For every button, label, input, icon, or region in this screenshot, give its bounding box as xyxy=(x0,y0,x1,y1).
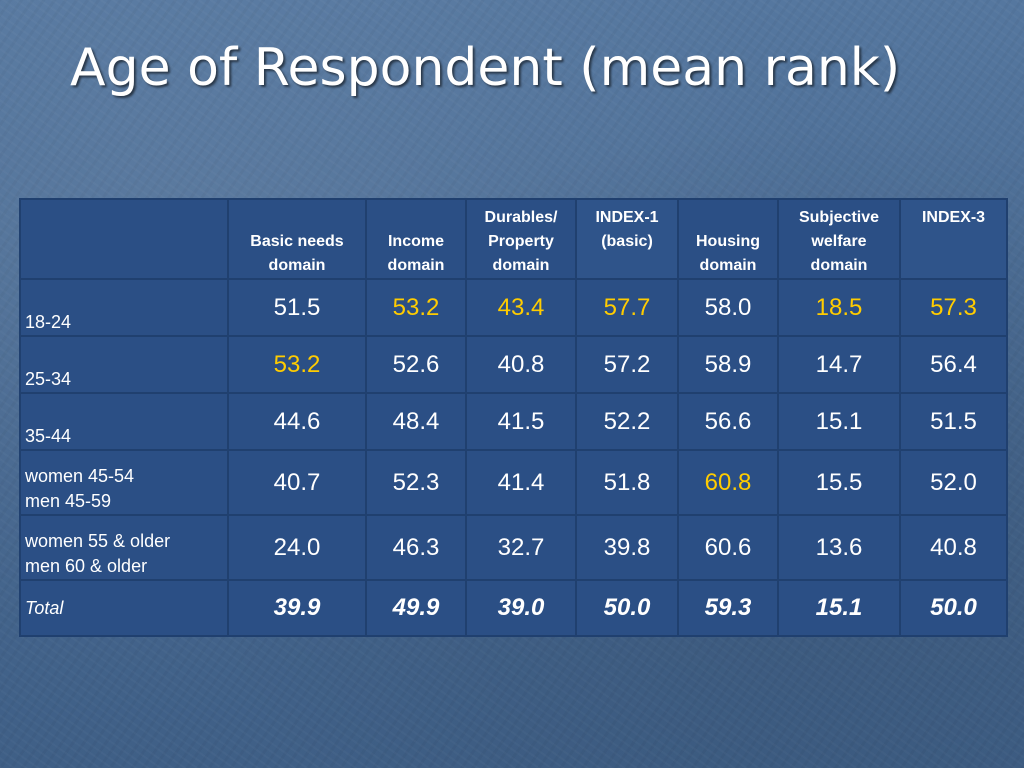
row-label: 18-24 xyxy=(19,278,229,337)
mean-rank-table: Basic needs domain Income domain Durable… xyxy=(19,198,1008,637)
slide-title: Age of Respondent (mean rank) xyxy=(70,38,901,98)
cell-income: 52.6 xyxy=(365,335,467,394)
row-label: 25-34 xyxy=(19,335,229,394)
cell-index-1: 51.8 xyxy=(575,449,679,516)
row-label: 35-44 xyxy=(19,392,229,451)
cell-housing: 60.6 xyxy=(677,514,779,581)
cell-housing: 59.3 xyxy=(677,579,779,637)
table-total-row: Total 39.9 49.9 39.0 50.0 59.3 15.1 50.0 xyxy=(19,579,1008,637)
row-label-line-1: women 55 & older xyxy=(25,531,171,551)
cell-income: 52.3 xyxy=(365,449,467,516)
cell-subjective-welfare: 18.5 xyxy=(777,278,901,337)
cell-subjective-welfare: 15.1 xyxy=(777,579,901,637)
header-basic-needs: Basic needs domain xyxy=(227,198,367,280)
cell-basic-needs: 44.6 xyxy=(227,392,367,451)
cell-durables-property: 41.4 xyxy=(465,449,577,516)
cell-income: 53.2 xyxy=(365,278,467,337)
cell-durables-property: 43.4 xyxy=(465,278,577,337)
cell-basic-needs: 39.9 xyxy=(227,579,367,637)
header-index-3: INDEX-3 xyxy=(899,198,1008,280)
cell-basic-needs: 53.2 xyxy=(227,335,367,394)
cell-index-1: 57.2 xyxy=(575,335,679,394)
cell-subjective-welfare: 15.1 xyxy=(777,392,901,451)
header-corner-cell xyxy=(19,198,229,280)
cell-basic-needs: 51.5 xyxy=(227,278,367,337)
table-row: women 45-54 men 45-59 40.7 52.3 41.4 51.… xyxy=(19,449,1008,516)
cell-durables-property: 40.8 xyxy=(465,335,577,394)
cell-basic-needs: 40.7 xyxy=(227,449,367,516)
table-row: 25-34 53.2 52.6 40.8 57.2 58.9 14.7 56.4 xyxy=(19,335,1008,394)
cell-subjective-welfare: 13.6 xyxy=(777,514,901,581)
cell-index-3: 57.3 xyxy=(899,278,1008,337)
cell-index-1: 39.8 xyxy=(575,514,679,581)
row-label-total: Total xyxy=(19,579,229,637)
cell-subjective-welfare: 15.5 xyxy=(777,449,901,516)
table-row: women 55 & older men 60 & older 24.0 46.… xyxy=(19,514,1008,581)
row-label: women 55 & older men 60 & older xyxy=(19,514,229,581)
cell-index-3: 52.0 xyxy=(899,449,1008,516)
cell-income: 49.9 xyxy=(365,579,467,637)
cell-index-1: 50.0 xyxy=(575,579,679,637)
header-income: Income domain xyxy=(365,198,467,280)
cell-subjective-welfare: 14.7 xyxy=(777,335,901,394)
row-label: women 45-54 men 45-59 xyxy=(19,449,229,516)
cell-durables-property: 32.7 xyxy=(465,514,577,581)
cell-index-3: 56.4 xyxy=(899,335,1008,394)
row-label-line-1: women 45-54 xyxy=(25,466,135,486)
cell-income: 48.4 xyxy=(365,392,467,451)
header-index-1: INDEX-1 (basic) xyxy=(575,198,679,280)
table-row: 18-24 51.5 53.2 43.4 57.7 58.0 18.5 57.3 xyxy=(19,278,1008,337)
header-subjective-welfare: Subjective welfare domain xyxy=(777,198,901,280)
row-label-line-2: men 60 & older xyxy=(25,556,148,576)
header-durables-property: Durables/ Property domain xyxy=(465,198,577,280)
cell-durables-property: 41.5 xyxy=(465,392,577,451)
cell-index-3: 51.5 xyxy=(899,392,1008,451)
cell-index-1: 52.2 xyxy=(575,392,679,451)
cell-housing: 58.9 xyxy=(677,335,779,394)
header-row: Basic needs domain Income domain Durable… xyxy=(19,198,1008,280)
cell-income: 46.3 xyxy=(365,514,467,581)
cell-housing: 60.8 xyxy=(677,449,779,516)
cell-durables-property: 39.0 xyxy=(465,579,577,637)
header-housing: Housing domain xyxy=(677,198,779,280)
cell-index-1: 57.7 xyxy=(575,278,679,337)
cell-index-3: 40.8 xyxy=(899,514,1008,581)
table-row: 35-44 44.6 48.4 41.5 52.2 56.6 15.1 51.5 xyxy=(19,392,1008,451)
cell-index-3: 50.0 xyxy=(899,579,1008,637)
cell-housing: 56.6 xyxy=(677,392,779,451)
row-label-line-2: men 45-59 xyxy=(25,491,112,511)
cell-basic-needs: 24.0 xyxy=(227,514,367,581)
cell-housing: 58.0 xyxy=(677,278,779,337)
